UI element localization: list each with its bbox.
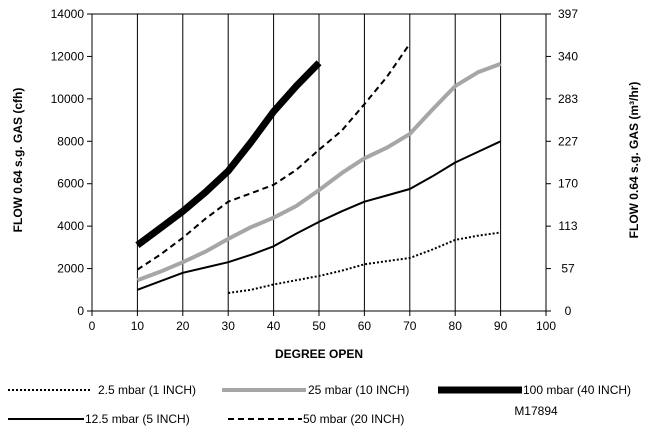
y2-tick-label: 397 xyxy=(558,7,578,21)
x-tick-label: 70 xyxy=(403,319,417,333)
x-tick-label: 80 xyxy=(449,319,463,333)
series-line-4 xyxy=(136,43,411,271)
y2-axis-title: FLOW 0.64 s.g. GAS (m³/hr) xyxy=(627,82,641,239)
x-tick-label: 0 xyxy=(89,319,96,333)
series-line-3 xyxy=(137,140,502,291)
legend-label-3: 12.5 mbar (5 INCH) xyxy=(85,412,190,426)
legend-label-2: 100 mbar (40 INCH) xyxy=(523,383,631,397)
x-tick-label: 10 xyxy=(131,319,145,333)
x-axis-title: DEGREE OPEN xyxy=(275,347,363,361)
x-tick-label: 60 xyxy=(358,319,372,333)
x-tick-label: 20 xyxy=(176,319,190,333)
y-tick-label: 6000 xyxy=(57,177,84,191)
figure-code: M17894 xyxy=(514,404,558,418)
series-line-1 xyxy=(136,62,502,283)
x-tick-label: 30 xyxy=(222,319,236,333)
y-tick-label: 14000 xyxy=(51,7,85,21)
y2-tick-label: 0 xyxy=(565,304,572,318)
legend: 2.5 mbar (1 INCH) 25 mbar (10 INCH) 100 mb… xyxy=(8,383,631,426)
x-tick-label: 100 xyxy=(536,319,556,333)
legend-label-4: 50 mbar (20 INCH) xyxy=(303,412,404,426)
x-tick-label: 90 xyxy=(494,319,508,333)
y2-tick-label: 283 xyxy=(558,92,578,106)
y2-tick-label: 340 xyxy=(558,49,578,63)
y-tick-label: 2000 xyxy=(57,262,84,276)
y-tick-label: 12000 xyxy=(51,49,85,63)
series-line-2 xyxy=(135,60,322,249)
tick-layer: 0 2000 4000 6000 8000 10000 12000 14000 0 57 113 17… xyxy=(51,7,579,333)
legend-label-1: 25 mbar (10 INCH) xyxy=(308,383,409,397)
y2-tick-label: 113 xyxy=(558,219,577,233)
series-layer xyxy=(135,43,502,294)
y-tick-label: 8000 xyxy=(57,134,84,148)
plot-frame xyxy=(91,13,547,312)
y-tick-label: 4000 xyxy=(57,219,84,233)
y2-tick-label: 227 xyxy=(558,134,578,148)
y-tick-label: 10000 xyxy=(51,92,85,106)
y-tick-label: 0 xyxy=(77,304,84,318)
y2-tick-label: 57 xyxy=(561,262,575,276)
y-axis-title: FLOW 0.64 s.g. GAS (cfh) xyxy=(11,88,25,233)
legend-label-0: 2.5 mbar (1 INCH) xyxy=(98,383,196,397)
y2-tick-label: 170 xyxy=(558,177,578,191)
x-tick-label: 40 xyxy=(267,319,281,333)
x-tick-label: 50 xyxy=(312,319,326,333)
